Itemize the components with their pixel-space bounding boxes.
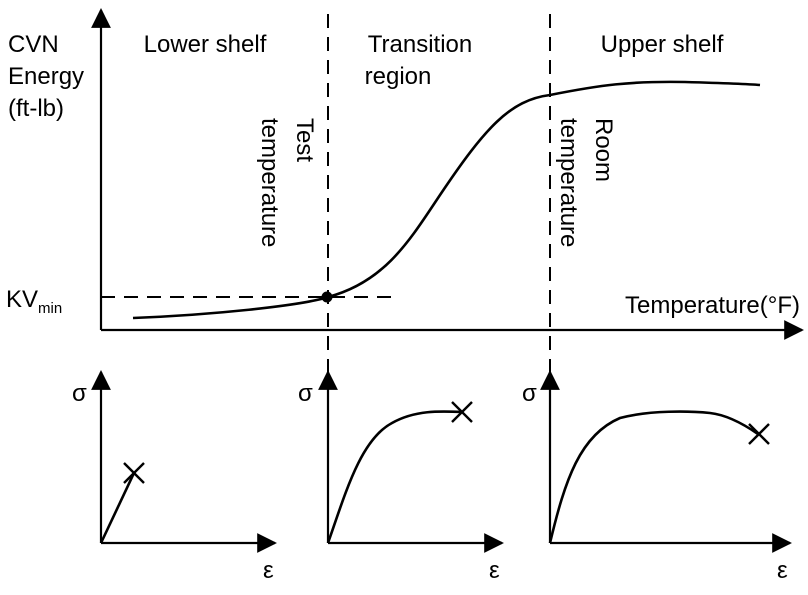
y-axis-label-line-3: (ft-lb) [8,95,64,122]
ductile-epsilon-label: ε [777,557,788,584]
ductile-fracture-x-icon [748,423,770,445]
brittle-curve [99,472,136,544]
room-temperature-label-line-2: temperature [555,118,582,247]
transition-fracture-x-icon [451,401,473,423]
stress-strain-plot-transition: σ ε [298,370,504,584]
kv-subscript: min [38,300,62,317]
ductile-curve [548,410,759,544]
kv-min-intersection-point [321,291,333,303]
kv-min-label: KVmin [6,286,62,317]
ductile-sigma-label: σ [522,380,537,407]
stress-strain-plot-ductile: σ ε [522,370,792,584]
transition-curve [326,410,463,544]
x-axis-label: Temperature(°F) [625,292,800,319]
region-label-lower-shelf: Lower shelf [144,31,267,58]
test-temperature-label-line-1: Test [291,118,318,162]
main-plot: CVN Energy (ft-lb) Temperature(°F) Lower… [6,8,804,385]
brittle-sigma-label: σ [72,380,87,407]
test-temperature-label-line-2: temperature [256,118,283,247]
y-axis-label-line-1: CVN [8,31,59,58]
room-temperature-label-line-1: Room [590,118,617,182]
brittle-fracture-x-icon [123,462,145,484]
stress-strain-plot-brittle: σ ε [72,370,277,584]
transition-sigma-label: σ [298,380,313,407]
kv-label: KV [6,286,38,313]
region-label-upper-shelf: Upper shelf [601,31,724,58]
region-label-transition-line-2: region [365,63,432,90]
region-label-transition-line-1: Transition [368,31,472,58]
cvn-energy-curve [132,80,761,320]
y-axis-label-line-2: Energy [8,63,84,90]
brittle-epsilon-label: ε [263,557,274,584]
transition-epsilon-label: ε [489,557,500,584]
